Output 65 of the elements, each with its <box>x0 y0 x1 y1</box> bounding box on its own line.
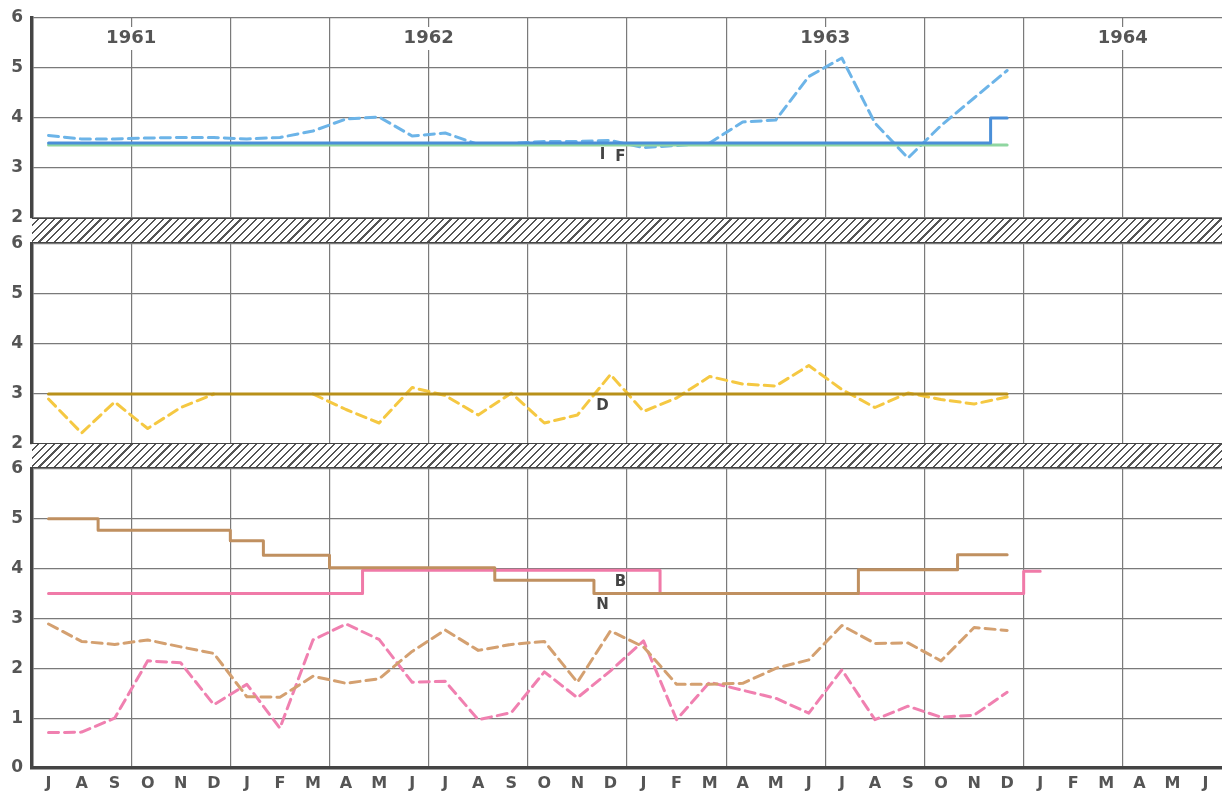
x-tick-label: A <box>736 772 750 792</box>
x-tick-label: M <box>305 772 321 792</box>
y-tick-label: 2 <box>11 206 23 227</box>
x-tick-label: S <box>108 772 121 792</box>
x-tick-label: F <box>274 772 286 792</box>
x-tick-label: M <box>1164 772 1181 792</box>
x-tick-label: A <box>1133 772 1147 792</box>
x-tick-label: D <box>1000 772 1014 792</box>
x-tick-label: J <box>242 772 250 792</box>
x-tick-label: N <box>967 772 981 792</box>
y-tick-label: 3 <box>11 382 23 403</box>
y-tick-label: 5 <box>11 282 23 303</box>
x-tick-label: O <box>140 772 155 792</box>
y-tick-label: 6 <box>11 457 23 478</box>
x-tick-label: M <box>1098 772 1115 792</box>
x-tick-label: J <box>441 772 449 792</box>
y-tick-label: 6 <box>11 232 23 253</box>
y-tick-label: 4 <box>11 332 24 353</box>
y-tick-label: 5 <box>11 507 23 528</box>
x-tick-label: O <box>537 772 552 792</box>
x-tick-label: J <box>804 772 812 792</box>
x-tick-label: A <box>868 772 882 792</box>
x-tick-label: J <box>1201 772 1209 792</box>
x-tick-label: M <box>371 772 388 792</box>
y-tick-label: 3 <box>11 606 23 627</box>
x-tick-label: N <box>174 772 188 792</box>
x-tick-label: A <box>339 772 353 792</box>
x-tick-label: M <box>701 772 718 792</box>
line-series <box>47 56 1009 160</box>
x-tick-label: M <box>767 772 784 792</box>
x-tick-label: N <box>570 772 585 792</box>
x-tick-label: J <box>408 772 416 792</box>
series-label: B <box>614 572 627 591</box>
series-label: D <box>596 395 609 414</box>
y-tick-label: 0 <box>11 756 24 777</box>
x-tick-label: J <box>1036 772 1044 792</box>
x-tick-label: O <box>934 772 948 792</box>
x-tick-label: F <box>1067 772 1079 792</box>
x-tick-label: S <box>902 772 914 792</box>
x-tick-label: A <box>75 772 89 792</box>
x-tick-label: A <box>472 772 486 792</box>
annotation: 1963 <box>800 25 851 47</box>
y-tick-label: 4 <box>11 106 24 127</box>
x-tick-label: D <box>207 772 221 792</box>
y-tick-label: 2 <box>11 432 23 453</box>
annotation: 1961 <box>106 25 157 47</box>
annotation: 1964 <box>1097 25 1148 47</box>
x-tick-label: S <box>505 772 518 792</box>
y-tick-label: 2 <box>11 656 23 677</box>
y-tick-label: 5 <box>11 56 23 77</box>
y-tick-label: 3 <box>11 156 23 177</box>
x-tick-label: J <box>44 772 52 792</box>
series-label: F <box>615 146 626 165</box>
x-tick-label: J <box>639 772 647 792</box>
y-tick-label: 6 <box>11 6 23 27</box>
x-tick-label: J <box>837 772 845 792</box>
y-tick-label: 4 <box>11 557 24 578</box>
line-series <box>47 622 1009 735</box>
line-series <box>47 622 1009 699</box>
x-tick-label: F <box>671 772 683 792</box>
x-tick-label: D <box>603 772 618 792</box>
y-tick-label: 1 <box>11 706 23 727</box>
series-label: N <box>596 595 609 614</box>
series-label: I <box>599 144 606 163</box>
annotation: 1962 <box>403 25 454 47</box>
